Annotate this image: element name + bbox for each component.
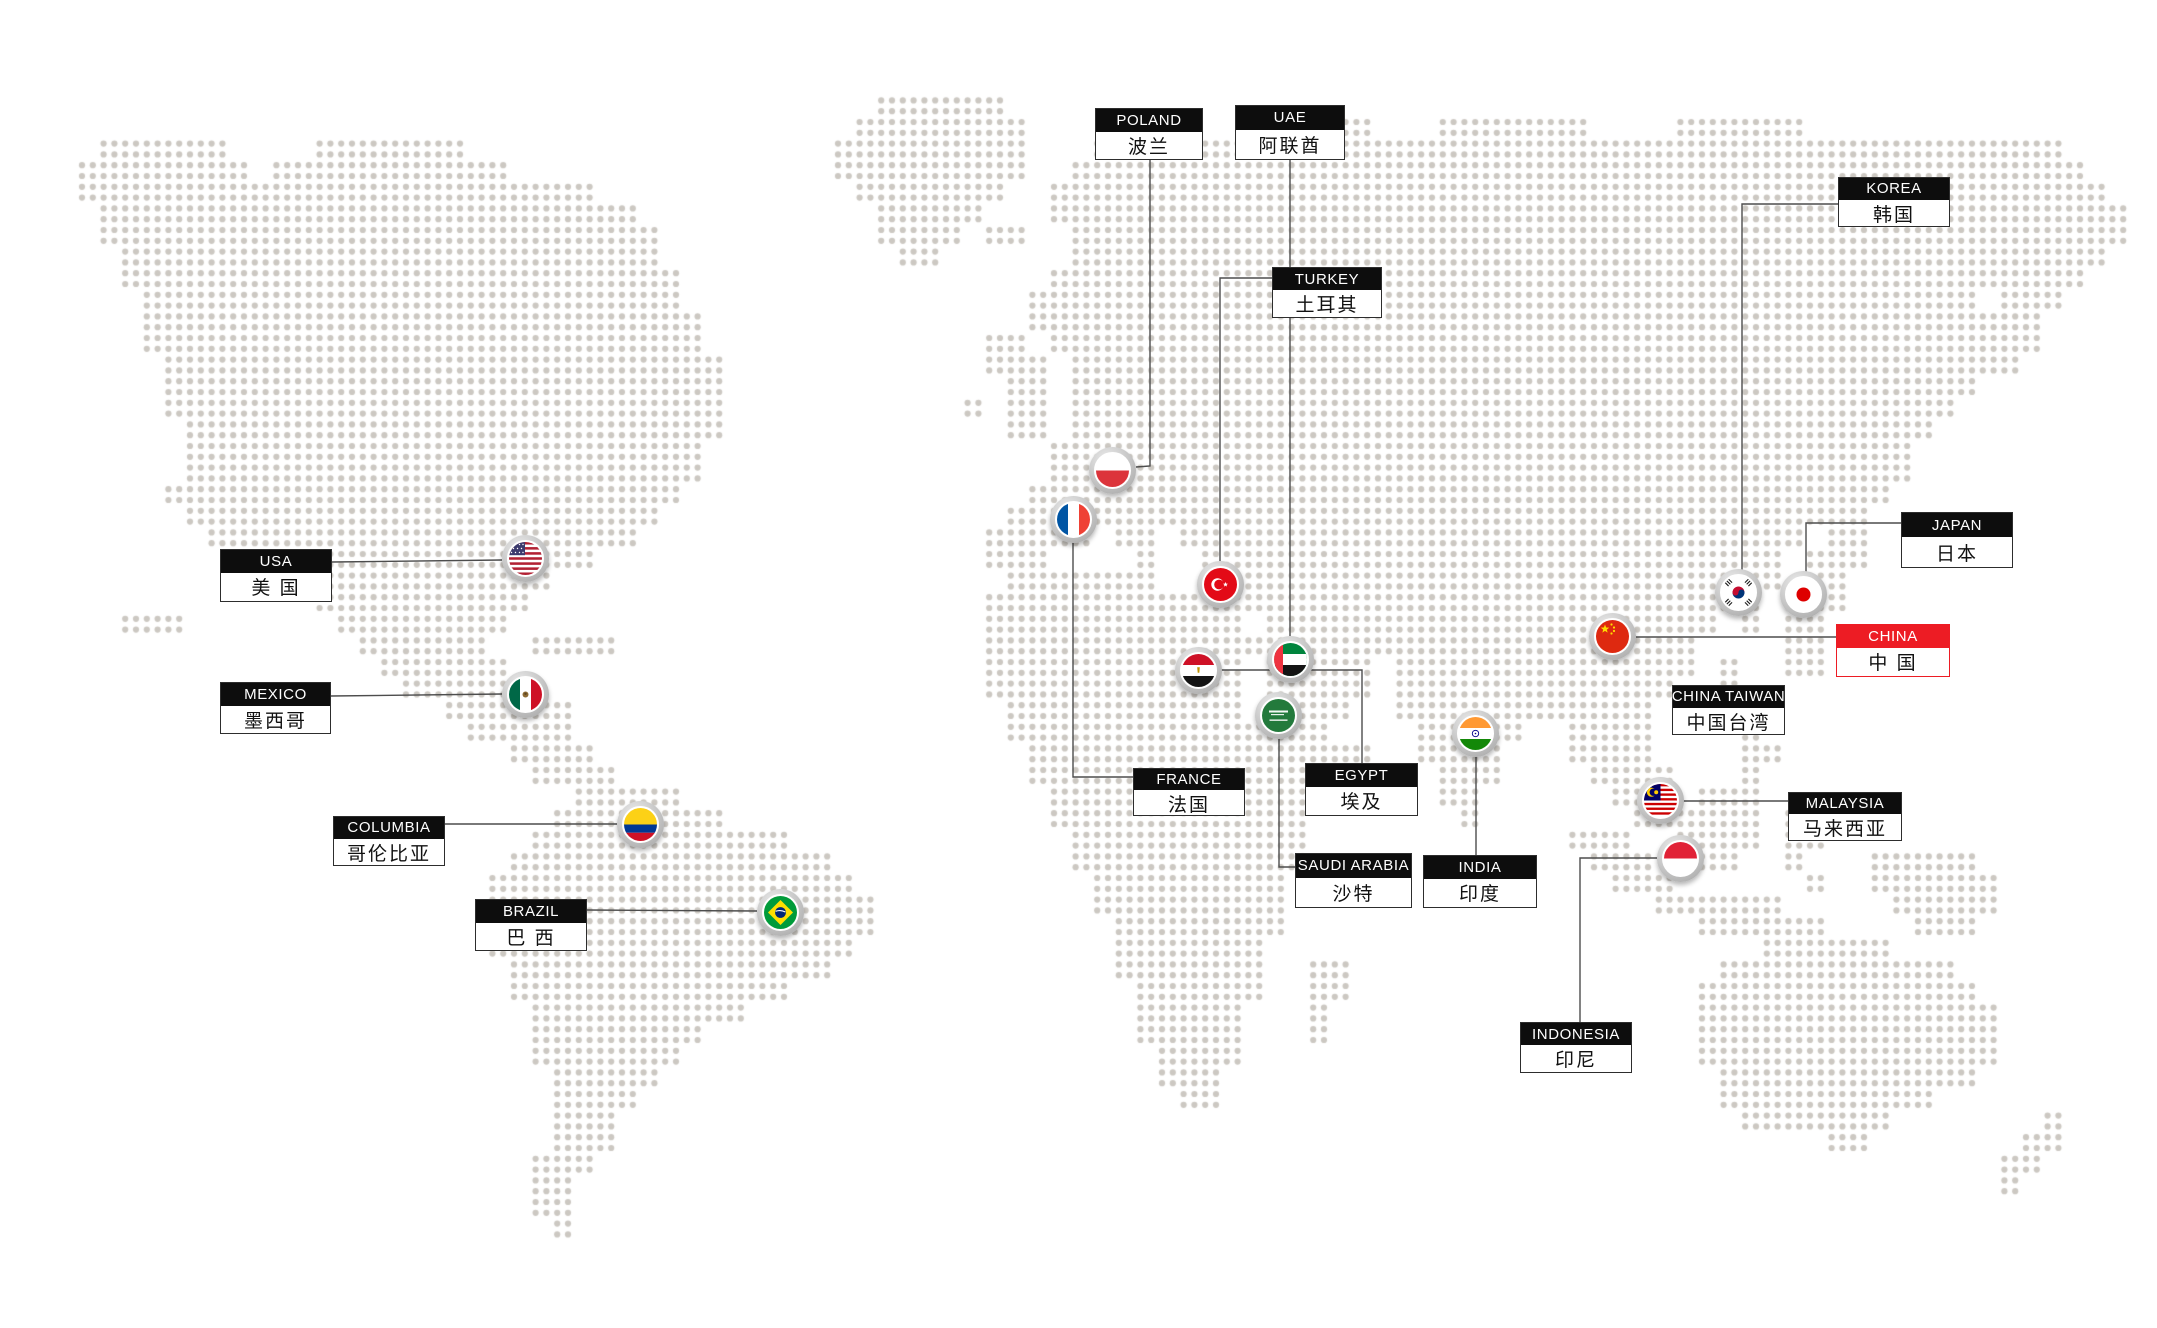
map-pin-india[interactable] [1451,709,1499,757]
country-name-zh-malaysia: 马来西亚 [1802,819,1887,841]
map-pin-indonesia[interactable] [1656,834,1704,882]
country-label-poland: POLAND 波兰 [1095,108,1203,160]
connector-line-mexico [330,693,503,697]
map-pin-uae[interactable] [1266,635,1314,683]
country-name-en-china-taiwan: CHINA TAIWAN [1672,686,1785,708]
country-name-zh-egypt: 埃及 [1340,792,1383,814]
country-name-zh-india: 印度 [1458,884,1501,906]
country-name-en-columbia: COLUMBIA [334,817,444,839]
korea-flag-icon [1719,573,1757,611]
columbia-flag-icon [621,805,659,843]
country-name-en-india: INDIA [1424,856,1536,879]
country-name-en-poland: POLAND [1096,109,1202,132]
country-name-en-china: CHINA [1837,625,1949,648]
country-label-korea: KOREA 韩国 [1838,177,1950,227]
map-pin-japan[interactable] [1779,570,1827,618]
brazil-flag-icon [761,893,799,931]
country-name-en-korea: KOREA [1839,178,1949,200]
country-name-zh-turkey: 土耳其 [1295,295,1359,317]
country-name-en-mexico: MEXICO [221,683,330,706]
country-name-zh-korea: 韩国 [1872,204,1915,226]
map-pin-egypt[interactable] [1174,646,1222,694]
country-name-zh-columbia: 哥伦比亚 [346,843,431,865]
map-pin-korea[interactable] [1714,568,1762,616]
map-pin-malaysia[interactable] [1636,776,1684,824]
connector-line-japan [1805,522,1901,572]
connector-line-korea [1741,203,1838,570]
country-name-zh-china-taiwan: 中国台湾 [1686,712,1771,734]
indonesia-flag-icon [1661,839,1699,877]
map-pin-poland[interactable] [1088,446,1136,494]
country-label-india: INDIA 印度 [1423,855,1537,908]
map-pin-columbia[interactable] [616,800,664,848]
country-label-egypt: EGYPT 埃及 [1305,763,1418,816]
country-label-japan: JAPAN 日本 [1901,512,2013,568]
connector-line-usa [331,559,503,563]
country-label-usa: USA 美 国 [220,549,332,602]
connector-line-indonesia [1579,857,1657,1022]
country-label-china: CHINA 中 国 [1836,624,1950,677]
country-name-en-turkey: TURKEY [1273,268,1381,291]
country-name-en-egypt: EGYPT [1306,764,1417,787]
country-label-malaysia: MALAYSIA 马来西亚 [1788,792,1902,841]
country-label-france: FRANCE 法国 [1133,768,1245,816]
country-name-zh-japan: 日本 [1935,543,1978,565]
country-label-china-taiwan: CHINA TAIWAN 中国台湾 [1672,685,1785,735]
map-pin-mexico[interactable] [501,670,549,718]
country-name-en-brazil: BRAZIL [476,900,586,923]
connector-line-turkey [1219,277,1272,561]
poland-flag-icon [1093,451,1131,489]
usa-flag-icon [506,539,544,577]
country-name-en-saudi-arabia: SAUDI ARABIA [1296,854,1411,878]
country-name-en-usa: USA [221,550,331,573]
map-pin-brazil[interactable] [756,888,804,936]
map-pin-france[interactable] [1049,495,1097,543]
country-name-en-france: FRANCE [1134,769,1244,790]
country-name-en-japan: JAPAN [1902,513,2012,538]
saudi-arabia-flag-icon [1259,696,1297,734]
country-name-zh-indonesia: 印尼 [1554,1050,1597,1072]
map-pin-turkey[interactable] [1196,560,1244,608]
map-pin-china[interactable] [1588,612,1636,660]
connector-line-poland [1135,160,1151,468]
malaysia-flag-icon [1641,781,1679,819]
map-pin-usa[interactable] [501,534,549,582]
turkey-flag-icon [1201,565,1239,603]
country-name-zh-mexico: 墨西哥 [243,710,307,732]
france-flag-icon [1054,500,1092,538]
india-flag-icon [1456,714,1494,752]
country-label-indonesia: INDONESIA 印尼 [1520,1022,1632,1073]
map-pin-saudi-arabia[interactable] [1254,691,1302,739]
egypt-flag-icon [1179,651,1217,689]
connector-line-egypt [1221,669,1363,763]
country-label-columbia: COLUMBIA 哥伦比亚 [333,816,445,866]
country-name-zh-poland: 波兰 [1127,136,1170,158]
country-name-en-indonesia: INDONESIA [1521,1023,1631,1046]
country-name-zh-usa: 美 国 [251,578,301,600]
country-label-uae: UAE 阿联酋 [1235,105,1345,160]
connector-line-brazil [586,909,758,912]
uae-flag-icon [1271,640,1309,678]
country-name-zh-uae: 阿联酋 [1258,135,1322,157]
country-name-zh-china: 中 国 [1868,653,1918,675]
japan-flag-icon [1784,575,1822,613]
country-name-zh-saudi-arabia: 沙特 [1332,883,1375,905]
country-name-en-malaysia: MALAYSIA [1789,793,1901,815]
connector-line-saudi-arabia [1278,738,1295,868]
country-label-saudi-arabia: SAUDI ARABIA 沙特 [1295,853,1412,908]
country-name-zh-brazil: 巴 西 [506,927,556,949]
mexico-flag-icon [506,675,544,713]
country-label-brazil: BRAZIL 巴 西 [475,899,587,951]
country-label-turkey: TURKEY 土耳其 [1272,267,1382,318]
country-label-mexico: MEXICO 墨西哥 [220,682,331,734]
connector-line-france [1072,542,1133,778]
country-name-zh-france: 法国 [1167,794,1210,816]
country-name-en-uae: UAE [1236,106,1344,130]
china-flag-icon [1593,617,1631,655]
